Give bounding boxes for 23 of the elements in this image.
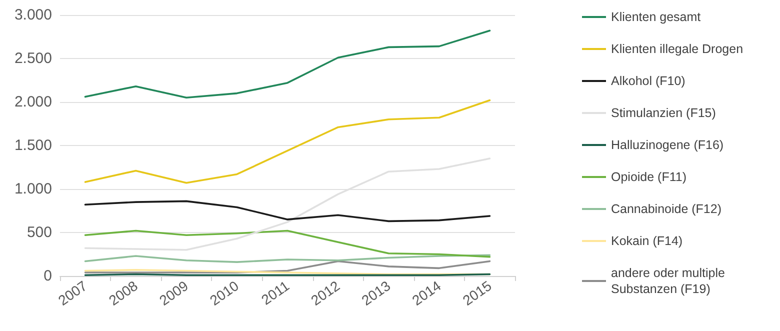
line-series [84,260,491,274]
y-tick-label: 0 [44,268,52,284]
legend-label: Opioide (F11) [611,170,686,184]
y-tick-label: 1.000 [14,180,52,198]
legend-label: Klienten gesamt [611,10,702,24]
y-tick-label: 500 [26,224,52,241]
legend-label: Kokain (F14) [611,234,683,248]
legend-label: Alkohol (F10) [611,74,686,88]
x-tick-label: 2011 [258,277,292,308]
y-tick-label: 3.000 [14,6,52,24]
y-tick-label: 2.500 [14,50,52,67]
legend-label: Cannabinoide (F12) [611,202,722,216]
line-series [84,99,491,184]
y-tick-label: 1.500 [14,137,52,154]
legend-label: Klienten illegale Drogen [611,42,744,56]
y-tick-label: 2.000 [14,94,52,110]
legend-label: Halluzinogene (F16) [611,138,724,152]
line-series [84,30,491,99]
line-series [84,200,491,222]
legend-label: andere oder multiple Substanzen (F19) [611,266,726,296]
line-series [84,230,491,258]
legend-label: Stimulanzien (F15) [611,106,716,120]
line-series [84,254,491,263]
